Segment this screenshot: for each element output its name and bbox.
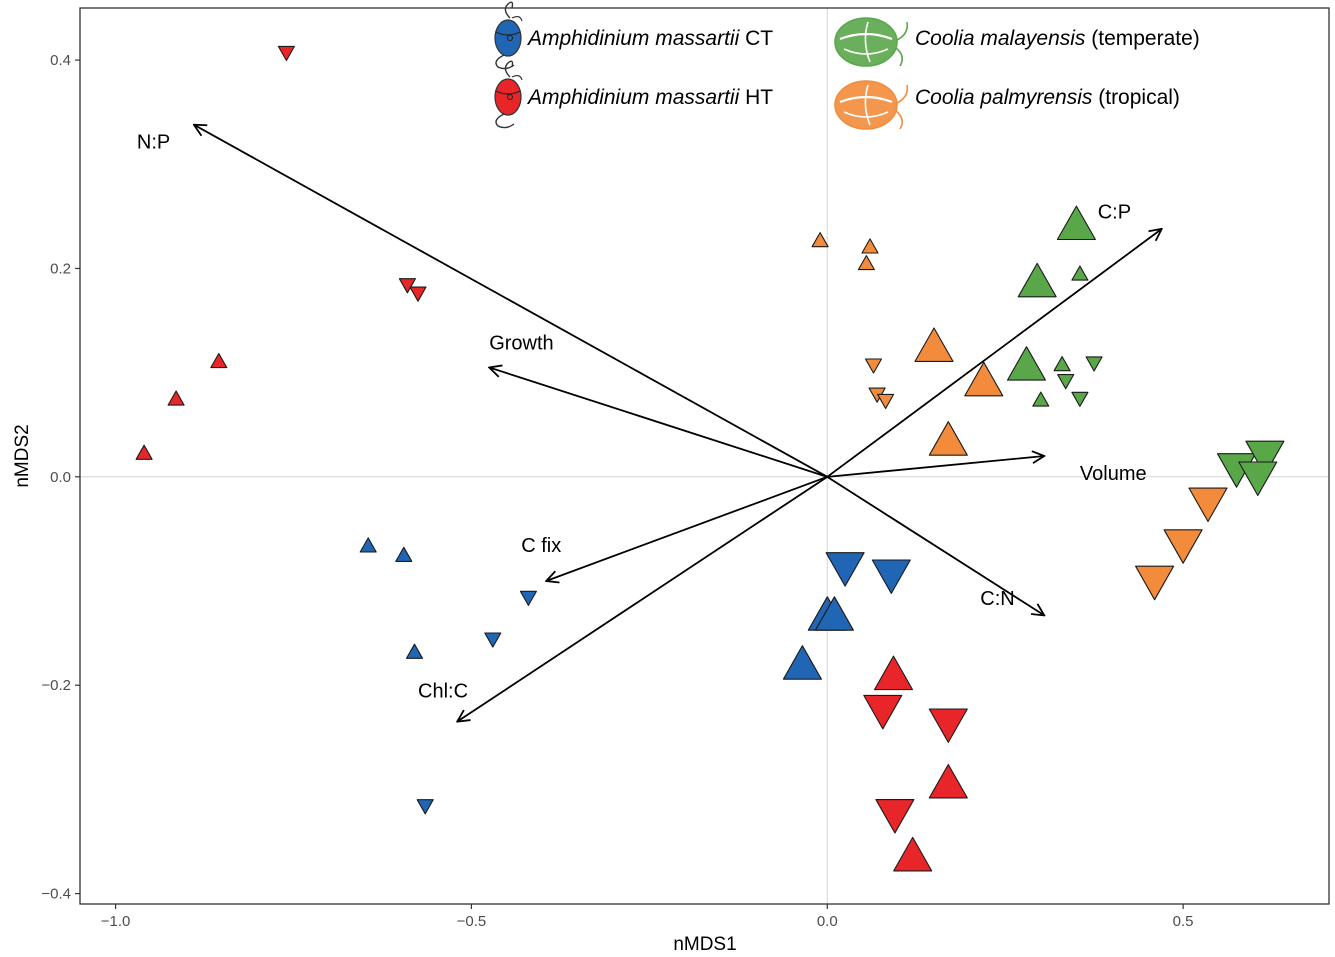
data-point-amphidinium-massartii-ct-10 [782,645,822,680]
legend-entry-0: Amphidinium massartii CT [494,1,773,70]
points-layer [135,45,1285,872]
data-point-coolia-palmyrensis-tropical-2 [857,255,875,271]
arrows-layer: N:P Growth C fix Chl:C C:P Volume C:N [137,125,1162,722]
arrow-growth [489,367,828,478]
axis-ticks: −1.0 −0.5 0.0 0.5 0.4 0.2 0.0 −0.2 −0.4 [41,52,1193,930]
legend-species-name: Amphidinium massartii [526,86,741,109]
legend-species-name: Coolia palmyrensis [915,86,1093,109]
x-tick-label: 0.0 [817,913,838,930]
amphidinium-cell-icon [494,60,523,129]
data-point-coolia-malayensis-temperate-0 [1056,205,1096,241]
data-point-coolia-malayensis-temperate-4 [1053,356,1071,372]
data-point-amphidinium-massartii-ht-4 [167,390,185,406]
y-tick-label: −0.4 [41,886,71,903]
coolia-cell-icon [834,80,909,130]
data-point-amphidinium-massartii-ht-5 [135,444,153,460]
arrow-chl-c [457,476,828,722]
panel-border [79,7,1330,905]
data-point-coolia-malayensis-temperate-5 [1032,391,1050,407]
data-point-coolia-malayensis-temperate-7 [1057,374,1075,390]
data-point-amphidinium-massartii-ct-9 [814,596,854,631]
x-tick-label: −0.5 [457,913,487,930]
data-point-coolia-palmyrensis-tropical-6 [914,327,954,362]
data-point-amphidinium-massartii-ct-7 [871,559,911,594]
amphidinium-cell-icon [494,1,523,70]
data-point-coolia-malayensis-temperate-6 [1085,356,1103,372]
legend-species-name: Coolia malayensis [915,27,1086,50]
arrow-label-n-p: N:P [137,132,170,154]
legend-label-0: Amphidinium massartii CT [526,27,773,50]
x-tick-label: 0.5 [1173,913,1194,930]
y-tick-label: 0.4 [50,52,71,69]
y-tick-label: 0.2 [50,260,71,277]
legend-strain-label: HT [739,86,773,109]
data-point-amphidinium-massartii-ct-1 [395,546,413,562]
data-point-coolia-palmyrensis-tropical-0 [811,232,829,248]
arrow-label-c-p: C:P [1098,201,1131,223]
data-point-amphidinium-massartii-ct-5 [416,799,434,815]
x-axis-title: nMDS1 [673,934,736,955]
data-point-amphidinium-massartii-ht-1 [398,278,416,294]
data-point-coolia-palmyrensis-tropical-8 [928,421,968,456]
data-point-coolia-malayensis-temperate-2 [1006,346,1047,381]
data-point-coolia-palmyrensis-tropical-1 [861,238,879,254]
arrow-c-n [826,476,1044,616]
arrow-label-chl-c: Chl:C [418,681,468,703]
legend-label-2: Coolia malayensis (temperate) [915,27,1200,50]
y-tick-label: −0.2 [41,677,71,694]
data-point-coolia-palmyrensis-tropical-11 [1135,565,1175,601]
data-point-coolia-malayensis-temperate-8 [1071,391,1089,407]
arrow-label-volume: Volume [1080,463,1147,485]
legend-strain-label: (temperate) [1085,27,1199,50]
data-point-coolia-malayensis-temperate-1 [1017,262,1057,298]
data-point-amphidinium-massartii-ht-3 [210,352,228,369]
legend-entry-3: Coolia palmyrensis (tropical) [834,80,1180,130]
data-point-amphidinium-massartii-ct-6 [825,552,865,587]
data-point-amphidinium-massartii-ct-3 [519,590,537,606]
data-point-coolia-malayensis-temperate-3 [1071,265,1089,281]
legend-label-3: Coolia palmyrensis (tropical) [915,86,1180,109]
data-point-coolia-palmyrensis-tropical-7 [964,361,1004,397]
data-point-amphidinium-massartii-ht-11 [893,836,933,872]
legend-species-name: Amphidinium massartii [526,27,741,50]
legend-entry-1: Amphidinium massartii HT [494,60,773,129]
arrow-c-fix [546,475,828,581]
data-point-coolia-palmyrensis-tropical-3 [864,358,883,374]
data-point-coolia-malayensis-temperate-10 [1245,440,1285,476]
data-point-coolia-palmyrensis-tropical-10 [1163,529,1203,564]
arrow-n-p [194,125,828,478]
data-point-coolia-palmyrensis-tropical-5 [877,393,895,410]
data-point-amphidinium-massartii-ct-4 [484,632,502,648]
legend-entry-2: Coolia malayensis (temperate) [834,17,1200,67]
data-point-amphidinium-massartii-ht-7 [863,694,903,730]
data-point-amphidinium-massartii-ht-6 [873,655,914,691]
arrow-volume [827,456,1044,478]
data-point-amphidinium-massartii-ht-8 [928,708,968,743]
legend-strain-label: (tropical) [1092,86,1180,109]
y-axis-title: nMDS2 [12,424,33,487]
data-point-amphidinium-massartii-ht-9 [928,763,968,799]
arrow-label-c-n: C:N [980,588,1014,610]
arrow-c-p [826,229,1161,478]
data-point-coolia-malayensis-temperate-11 [1238,461,1278,497]
legend-label-1: Amphidinium massartii HT [526,86,773,109]
data-point-amphidinium-massartii-ht-2 [409,286,427,302]
x-tick-label: −1.0 [101,913,131,930]
zero-gridlines [80,8,1329,904]
data-point-amphidinium-massartii-ct-0 [359,537,377,553]
coolia-cell-icon [834,17,909,67]
y-tick-label: 0.0 [50,469,71,486]
data-point-amphidinium-massartii-ht-0 [277,45,295,62]
legend-strain-label: CT [739,27,773,50]
data-point-amphidinium-massartii-ht-10 [875,799,915,834]
data-point-amphidinium-massartii-ct-2 [405,643,424,659]
arrow-label-growth: Growth [489,333,553,355]
data-point-coolia-palmyrensis-tropical-9 [1188,487,1228,523]
arrow-label-c-fix: C fix [521,535,561,557]
